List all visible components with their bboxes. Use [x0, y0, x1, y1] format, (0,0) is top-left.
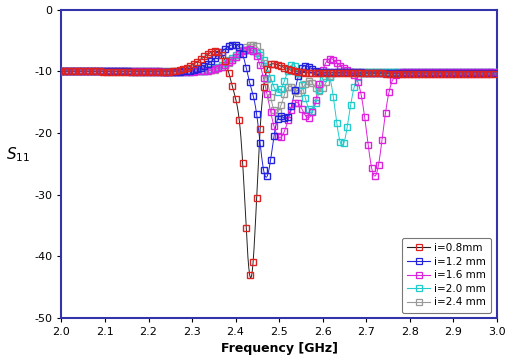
Legend: i=0.8mm, i=1.2 mm, i=1.6 mm, i=2.0 mm, i=2.4 mm: i=0.8mm, i=1.2 mm, i=1.6 mm, i=2.0 mm, i…	[402, 238, 492, 313]
X-axis label: Frequency [GHz]: Frequency [GHz]	[221, 343, 338, 356]
Y-axis label: $S_{11}$: $S_{11}$	[6, 145, 30, 164]
